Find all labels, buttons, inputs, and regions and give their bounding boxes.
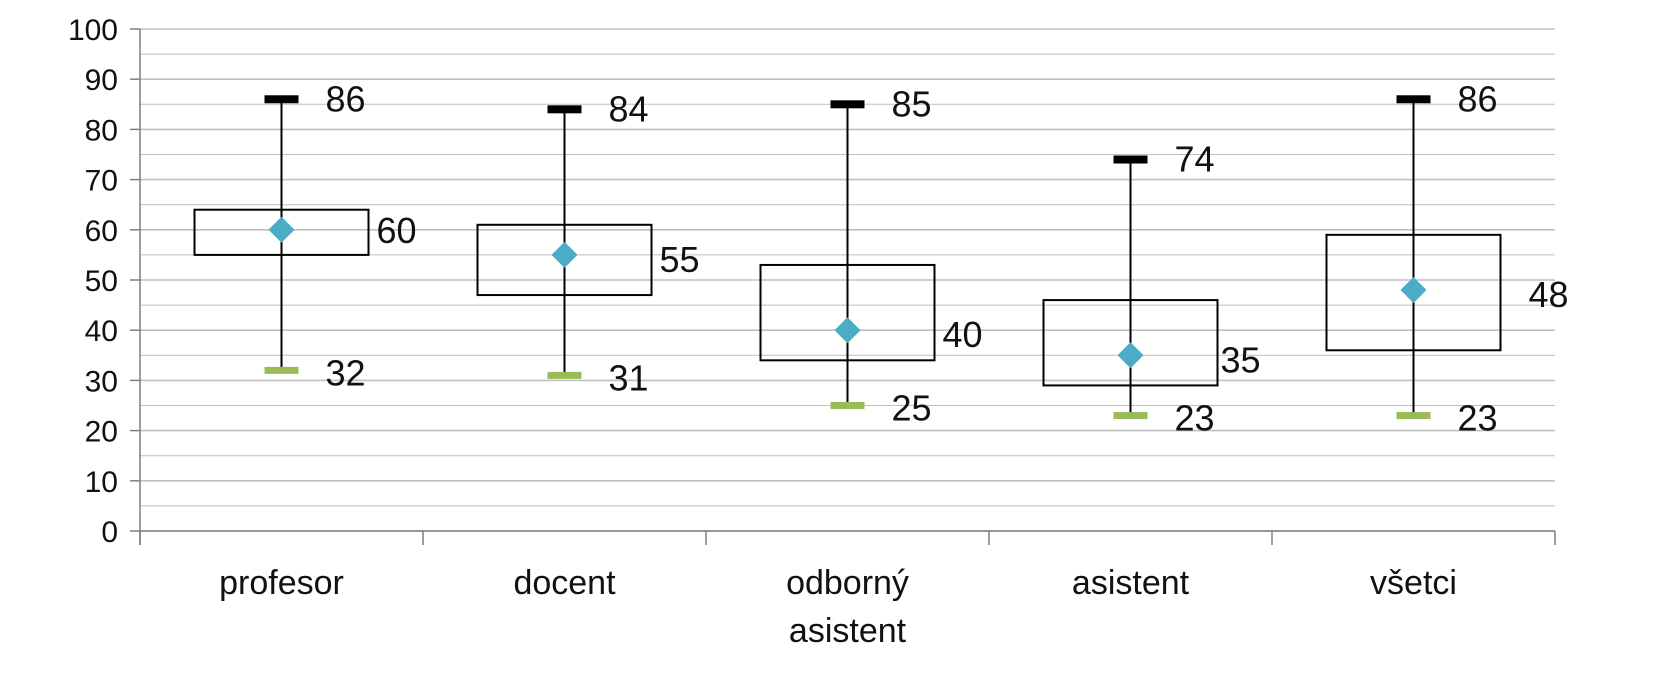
y-tick-label: 70 [85,165,118,198]
median-value-label: 35 [1221,339,1261,380]
max-value-label: 85 [892,83,932,124]
y-axis-ticks: 0 10 20 30 40 50 60 70 80 90 100 [68,14,118,549]
y-tick-label: 40 [85,315,118,348]
min-marker [1113,412,1148,420]
box-q1-q3 [1042,299,1219,387]
median-value-label: 40 [943,314,983,355]
median-marker [268,216,295,243]
max-value-label: 86 [326,78,366,119]
y-tick-label: 80 [85,114,118,147]
box-q1-q3 [759,263,936,362]
max-marker [547,105,582,114]
max-marker [1113,155,1148,164]
x-category-label: všetci [1370,564,1457,602]
min-value-label: 31 [609,357,649,398]
median-marker [551,241,578,268]
max-marker [264,95,299,104]
min-value-label: 23 [1175,398,1215,439]
box-q1-q3 [476,223,653,297]
max-marker [1396,95,1431,104]
y-tick-label: 100 [68,14,118,47]
y-tick-label: 60 [85,215,118,248]
min-value-label: 25 [892,388,932,429]
box-q1-q3 [193,208,370,256]
axes [130,28,1556,545]
x-axis-categories: profesor docent odborný asistent asistent vše… [219,564,1457,650]
max-value-label: 84 [609,88,649,129]
median-marker [1117,342,1144,369]
max-value-label: 86 [1458,78,1498,119]
y-tick-label: 90 [85,64,118,97]
x-category-label: asistent [1072,564,1190,602]
min-marker [547,371,582,379]
y-tick-label: 0 [101,516,118,549]
y-tick-label: 30 [85,365,118,398]
median-marker [1400,277,1427,304]
max-value-label: 74 [1175,139,1215,180]
max-marker [830,100,865,109]
median-value-label: 48 [1529,274,1569,315]
min-marker [1396,412,1431,420]
y-tick-label: 10 [85,466,118,499]
median-value-label: 60 [377,210,417,251]
min-value-label: 23 [1458,398,1498,439]
y-tick-label: 50 [85,265,118,298]
y-tick-label: 20 [85,416,118,449]
x-category-label: docent [513,564,616,602]
min-value-label: 32 [326,352,366,393]
box-q1-q3 [1325,233,1502,352]
median-value-label: 55 [660,239,700,280]
min-marker [830,402,865,409]
median-marker [834,317,861,344]
x-category-label: profesor [219,564,344,602]
x-category-label: odborný asistent [786,564,909,650]
min-marker [264,366,299,374]
